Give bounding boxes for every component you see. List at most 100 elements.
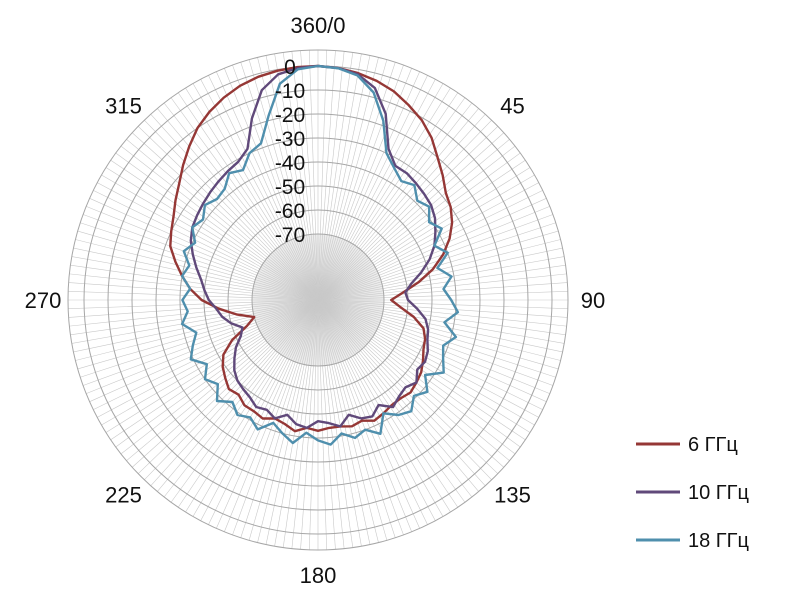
angular-gridline — [80, 299, 319, 378]
angular-gridline — [71, 299, 319, 344]
angular-gridline — [248, 59, 319, 301]
radial-gridline — [155, 137, 481, 463]
angular-gridline — [317, 299, 568, 318]
angular-gridline — [317, 299, 388, 541]
angular-gridline — [177, 299, 319, 508]
angular-gridline — [317, 299, 444, 517]
angular-gridline — [317, 299, 567, 327]
radial-tick-label: -50 — [275, 176, 305, 199]
legend-label: 6 ГГц — [688, 434, 738, 456]
angular-gridline — [115, 299, 319, 448]
angular-gridline — [317, 182, 539, 301]
angular-gridline — [317, 299, 459, 508]
angular-gridline — [317, 299, 531, 433]
angular-gridline — [192, 83, 319, 301]
angular-gridline — [317, 159, 526, 301]
angular-gridline — [93, 299, 319, 410]
angular-gridline — [317, 119, 492, 301]
angular-gridline — [317, 206, 550, 301]
angular-gridline — [317, 264, 566, 301]
angular-gridline — [200, 79, 319, 301]
angular-gridline — [317, 79, 436, 301]
angular-gridline — [317, 102, 473, 301]
angular-gridline — [317, 75, 428, 301]
angular-gridline — [77, 230, 319, 301]
angular-gridline — [317, 299, 420, 529]
angular-gridline — [200, 299, 319, 521]
angular-gridline — [317, 299, 565, 344]
angular-gridline — [317, 282, 568, 301]
angular-gridline — [69, 273, 319, 301]
angular-gridline — [317, 299, 428, 525]
angular-gridline — [317, 299, 473, 498]
angular-gridline — [317, 299, 568, 310]
angular-gridline — [317, 50, 336, 301]
angular-gridline — [317, 126, 499, 301]
radial-gridline — [251, 233, 385, 367]
angular-gridline — [163, 102, 319, 301]
angular-gridline — [317, 174, 535, 301]
angular-gridline — [68, 299, 319, 310]
angular-gridline — [308, 50, 319, 301]
angular-gridline — [317, 114, 486, 301]
angular-gridline — [208, 299, 319, 525]
angular-gridline — [101, 174, 319, 301]
angular-gridline — [317, 299, 556, 378]
angle-tick-label: 270 — [25, 288, 62, 313]
angular-gridline — [110, 299, 319, 441]
angular-gridline — [257, 57, 319, 301]
plot-area — [169, 64, 460, 446]
angular-gridline — [89, 198, 319, 301]
angular-gridline — [317, 92, 459, 301]
angular-gridline — [86, 206, 319, 301]
angular-gridline — [317, 247, 563, 301]
angular-gridline — [317, 299, 336, 550]
legend: 6 ГГц 10 ГГц 18 ГГц — [636, 434, 749, 552]
angular-gridline — [68, 290, 319, 301]
angular-gridline — [317, 273, 567, 301]
angular-gridline — [317, 167, 531, 301]
radial-axis-labels: 0-10-20-30-40-50-60-70 — [275, 56, 305, 247]
angular-gridline — [317, 256, 565, 301]
angular-gridline — [110, 159, 319, 301]
angular-gridline — [68, 299, 319, 318]
angular-gridline — [282, 299, 319, 548]
angular-gridline — [317, 62, 396, 301]
angular-gridline — [317, 299, 362, 547]
angular-gridline — [170, 299, 319, 503]
angular-gridline — [317, 132, 504, 301]
angular-gridline — [82, 214, 319, 301]
angular-gridline — [132, 132, 319, 301]
angular-gridline — [150, 114, 319, 301]
radial-tick-label: -40 — [275, 152, 305, 175]
angular-gridline — [317, 145, 516, 301]
angular-gridline — [300, 50, 319, 301]
angular-gridline — [317, 152, 521, 301]
angular-gridline — [317, 299, 396, 538]
angular-gridline — [317, 299, 550, 394]
angular-gridline — [224, 68, 319, 301]
angular-gridlines — [68, 50, 568, 550]
angular-gridline — [282, 52, 319, 301]
angular-gridline — [73, 299, 319, 353]
angular-gridline — [317, 299, 539, 418]
legend-label: 10 ГГц — [688, 482, 749, 504]
angular-gridline — [317, 108, 479, 301]
angle-tick-label: 90 — [581, 288, 605, 313]
angular-gridline — [317, 71, 420, 301]
angular-gridline — [291, 51, 319, 301]
angular-gridline — [157, 108, 319, 301]
angular-gridline — [317, 299, 328, 550]
radial-tick-label: -70 — [275, 224, 305, 247]
angular-gridline — [144, 119, 319, 301]
angular-gridline — [300, 299, 319, 550]
outer-ring — [67, 49, 569, 551]
angular-gridline — [80, 222, 319, 301]
angular-gridline — [82, 299, 319, 386]
angular-gridline — [73, 247, 319, 301]
radial-tick-label: -60 — [275, 200, 305, 223]
radial-tick-label: 0 — [284, 56, 296, 79]
angular-gridline — [317, 51, 345, 301]
radial-gridline — [179, 161, 457, 439]
angular-gridline — [120, 299, 319, 455]
